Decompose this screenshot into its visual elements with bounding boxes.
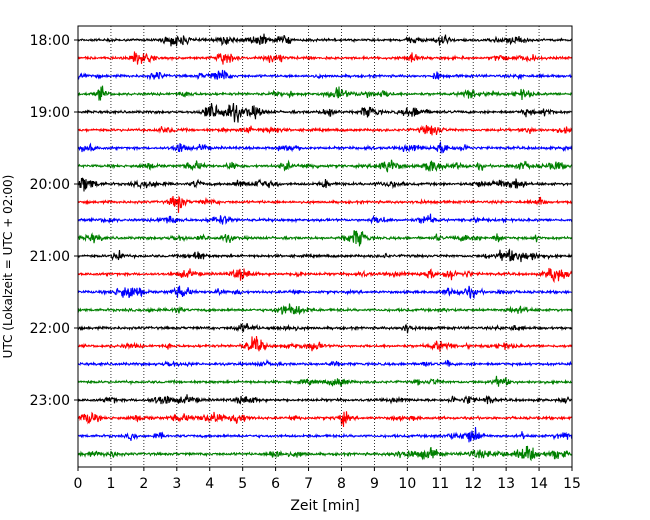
trace-1830: [77, 69, 573, 81]
trace-2015: [77, 195, 573, 213]
x-tick-label: 4: [205, 476, 214, 492]
trace-1800: [77, 33, 573, 47]
trace-2200: [77, 322, 573, 334]
y-tick-label: 18:00: [30, 33, 70, 49]
trace-2230: [77, 358, 573, 368]
trace-2000: [77, 177, 573, 192]
trace-2030: [77, 213, 573, 225]
trace-2345: [77, 445, 573, 462]
trace-2245: [77, 375, 573, 388]
y-axis: 18:00 19:00 20:00 21:00 22:00 23:00: [30, 33, 78, 409]
trace-2215: [77, 335, 573, 352]
trace-2130: [77, 285, 573, 300]
x-tick-label: 0: [74, 476, 83, 492]
trace-2145: [77, 303, 573, 316]
trace-2300: [77, 394, 573, 405]
trace-1845: [77, 85, 573, 101]
y-axis-label: UTC (Lokalzeit = UTC + 02:00): [1, 175, 15, 359]
trace-2330: [77, 427, 573, 443]
y-tick-label: 21:00: [30, 249, 70, 265]
x-axis: 0 1 2 3 4 5 6 7 8 9 10 11 12 13 14 15: [74, 467, 581, 492]
y-tick-label: 19:00: [30, 105, 70, 121]
x-tick-label: 12: [464, 476, 482, 492]
plot-frame: [77, 25, 573, 468]
x-tick-label: 7: [304, 476, 313, 492]
trace-1915: [77, 124, 573, 136]
x-tick-label: 8: [337, 476, 346, 492]
trace-2045: [77, 230, 573, 247]
y-tick-label: 23:00: [30, 393, 70, 409]
x-tick-label: 9: [370, 476, 379, 492]
y-tick-label: 20:00: [30, 177, 70, 193]
x-tick-label: 1: [106, 476, 115, 492]
x-tick-label: 11: [431, 476, 449, 492]
trace-2100: [77, 248, 573, 263]
trace-1900: [77, 103, 573, 123]
trace-1815: [77, 51, 573, 65]
trace-1945: [77, 159, 573, 173]
x-tick-label: 2: [139, 476, 148, 492]
x-tick-label: 6: [271, 476, 280, 492]
x-tick-label: 13: [497, 476, 515, 492]
x-tick-label: 15: [563, 476, 581, 492]
seismic-traces: [77, 33, 573, 462]
x-tick-label: 14: [530, 476, 548, 492]
x-tick-label: 3: [172, 476, 181, 492]
x-axis-label: Zeit [min]: [290, 498, 359, 514]
trace-2115: [77, 267, 573, 284]
y-tick-label: 22:00: [30, 321, 70, 337]
trace-1930: [77, 140, 573, 154]
x-tick-label: 5: [238, 476, 247, 492]
x-tick-label: 10: [398, 476, 416, 492]
trace-2315: [77, 411, 573, 427]
